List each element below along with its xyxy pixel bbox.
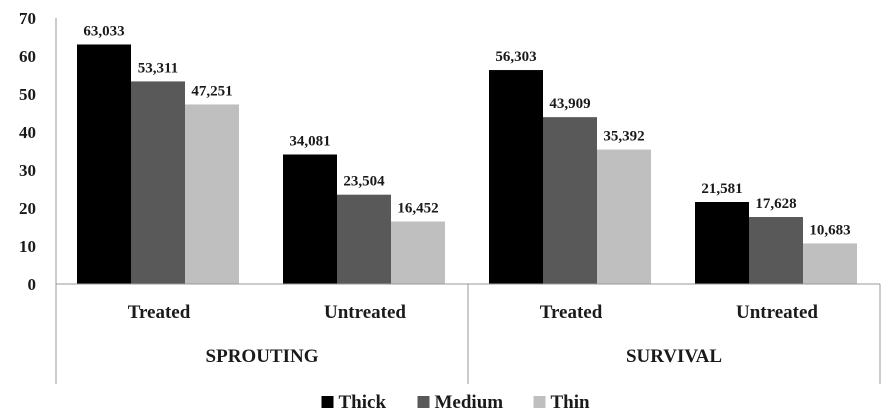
legend-swatch-medium <box>417 396 430 408</box>
axes <box>55 18 881 384</box>
legend: Thick Medium Thin <box>321 392 591 413</box>
y-tick-label: 50 <box>19 85 36 104</box>
data-label: 53,311 <box>138 60 178 76</box>
data-label: 43,909 <box>549 96 590 112</box>
bar-medium <box>749 217 803 284</box>
x-category-label: Treated <box>128 302 191 323</box>
y-axis-ticks: 0 10 20 30 40 50 60 70 <box>19 9 36 294</box>
bar-thin <box>391 221 445 284</box>
x-category-label: Untreated <box>324 302 406 323</box>
data-label: 34,081 <box>289 133 330 149</box>
bar-medium <box>131 81 185 284</box>
bar-thin <box>803 243 857 284</box>
category-labels: Treated Untreated Treated Untreated <box>128 302 819 323</box>
y-tick-label: 20 <box>19 199 36 218</box>
bar-thin <box>597 149 651 284</box>
data-label: 35,392 <box>603 129 644 145</box>
data-label: 10,683 <box>809 222 850 238</box>
x-group-label: SPROUTING <box>206 346 319 367</box>
data-label: 63,033 <box>83 23 124 39</box>
y-tick-label: 70 <box>19 9 36 28</box>
bar-thick <box>695 201 749 284</box>
bar-thick <box>77 44 131 284</box>
x-group-label: SURVIVAL <box>626 346 722 367</box>
y-tick-label: 40 <box>19 123 36 142</box>
legend-label: Thick <box>339 392 387 413</box>
legend-swatch-thin <box>533 396 546 408</box>
data-label: 21,581 <box>701 181 742 197</box>
data-label: 56,303 <box>495 49 536 65</box>
legend-label: Thin <box>551 392 591 413</box>
data-label: 47,251 <box>191 83 232 99</box>
data-label: 17,628 <box>755 196 796 212</box>
bar-medium <box>337 194 391 284</box>
data-label: 23,504 <box>343 174 385 190</box>
y-tick-label: 10 <box>19 237 36 256</box>
bar-thick <box>283 154 337 284</box>
bars <box>77 44 857 284</box>
y-tick-label: 0 <box>28 275 37 294</box>
group-labels: SPROUTING SURVIVAL <box>206 346 723 367</box>
legend-label: Medium <box>435 392 504 413</box>
x-category-label: Treated <box>540 302 603 323</box>
x-category-label: Untreated <box>736 302 818 323</box>
y-tick-label: 60 <box>19 47 36 66</box>
data-label: 16,452 <box>397 200 438 216</box>
legend-swatch-thick <box>321 396 334 408</box>
bar-thin <box>185 104 239 284</box>
bar-thick <box>489 70 543 284</box>
y-tick-label: 30 <box>19 161 36 180</box>
data-labels: 63,033 53,311 47,251 34,081 23,504 16,452 56,3… <box>83 23 850 238</box>
bar-medium <box>543 117 597 284</box>
